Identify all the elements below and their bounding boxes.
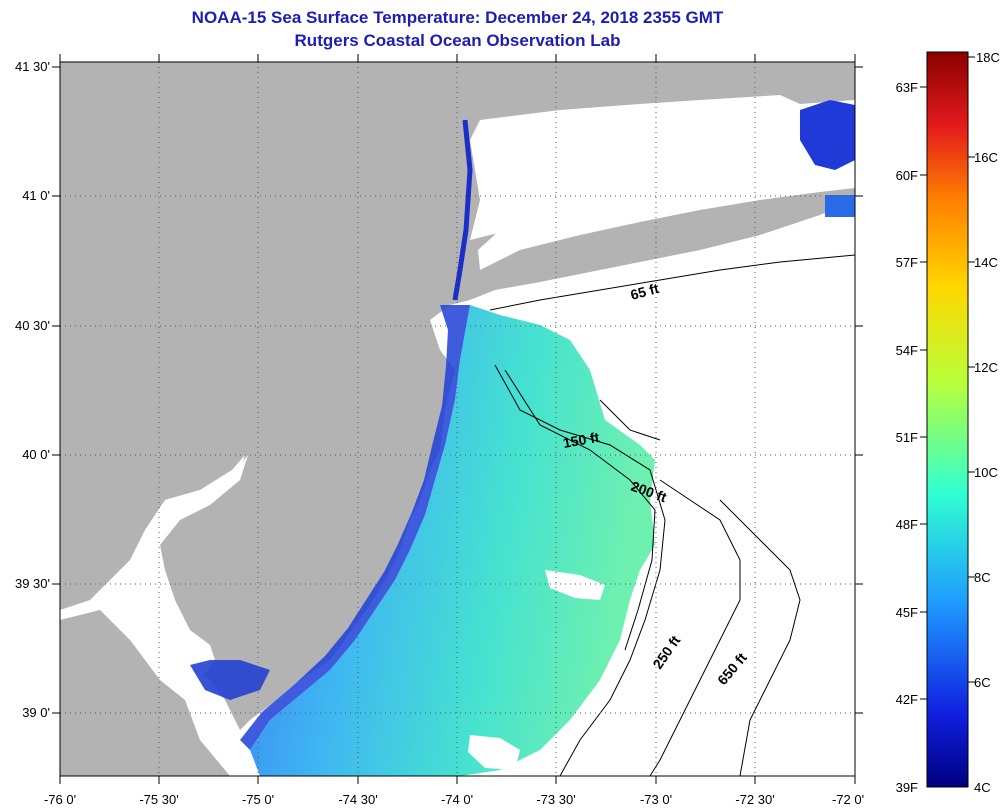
cloud-gap (545, 570, 605, 600)
land-mass (60, 62, 855, 730)
isobath-contours (489, 254, 855, 776)
colorbar-f-label: 45F (896, 605, 918, 620)
lat-label: 40 30' (15, 318, 50, 333)
land-delmarva (60, 610, 230, 776)
colorbar-c-label: 18C (976, 50, 1000, 65)
lat-label: 39 30' (15, 576, 50, 591)
colorbar-c-label: 12C (974, 360, 998, 375)
long-island-sound (478, 170, 855, 270)
isobath-label-150: 150 ft (562, 429, 601, 451)
colorbar-f-label: 60F (896, 168, 918, 183)
colorbar-f-label: 57F (896, 255, 918, 270)
lon-label: -76 0' (44, 792, 76, 807)
lon-label: -72 0' (832, 792, 864, 807)
lon-label: -75 0' (242, 792, 274, 807)
colorbar-c-label: 16C (974, 150, 998, 165)
frame-ticks (52, 54, 863, 784)
lon-label: -74 30' (338, 792, 377, 807)
ne-cold-patch (800, 100, 855, 170)
colorbar-f-label: 63F (896, 80, 918, 95)
lon-label: -73 30' (536, 792, 575, 807)
colorbar-f-label: 42F (896, 692, 918, 707)
bay-mouth-cold (190, 660, 270, 700)
colorbar-c-label: 14C (974, 255, 998, 270)
graticule (60, 62, 855, 776)
colorbar-c-label: 10C (974, 465, 998, 480)
colorbar (926, 51, 969, 788)
colorbar-c-label: 6C (974, 675, 991, 690)
lon-label: -75 30' (139, 792, 178, 807)
lat-label: 41 0' (22, 188, 50, 203)
map-subtitle: Rutgers Coastal Ocean Observation Lab (294, 31, 621, 50)
lat-label: 41 30' (15, 59, 50, 74)
colorbar-f-label: 51F (896, 430, 918, 445)
colorbar-c-label: 8C (974, 570, 991, 585)
sst-ocean-data (250, 305, 655, 776)
hudson-river (452, 119, 473, 301)
colorbar-c-label: 4C (974, 780, 991, 795)
lat-label: 40 0' (22, 447, 50, 462)
map-area: 65 ft 150 ft 200 ft 250 ft 650 ft (60, 62, 855, 776)
map-title: NOAA-15 Sea Surface Temperature: Decembe… (191, 8, 724, 27)
lon-label: -73 0' (640, 792, 672, 807)
colorbar-f-label: 48F (896, 517, 918, 532)
coastal-cold-band (240, 305, 470, 750)
cloud-gap-2 (468, 735, 520, 770)
colorbar-f-label: 54F (896, 343, 918, 358)
lon-label: -72 30' (735, 792, 774, 807)
lon-label: -74 0' (441, 792, 473, 807)
lat-label: 39 0' (22, 705, 50, 720)
isobath-label-65: 65 ft (629, 280, 661, 303)
colorbar-f-label: 39F (896, 780, 918, 795)
ne-small-patch (825, 195, 855, 217)
delaware-bay (140, 455, 248, 680)
colorbar-ticks (920, 56, 975, 700)
